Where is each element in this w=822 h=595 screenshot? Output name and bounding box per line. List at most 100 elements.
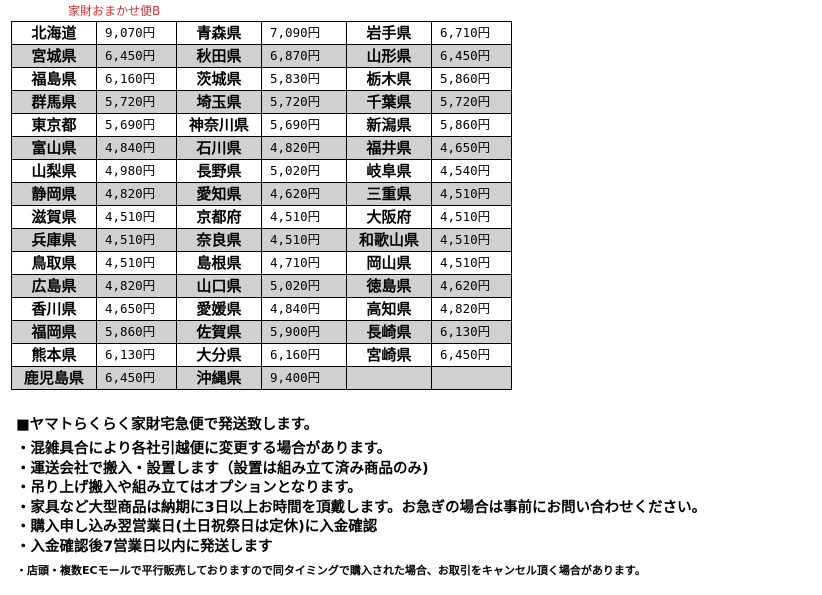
- prefecture-cell: 兵庫県: [11, 228, 97, 252]
- price-cell: 6,160円: [96, 67, 177, 91]
- prefecture-cell: 奈良県: [176, 228, 262, 252]
- prefecture-cell: 宮崎県: [346, 343, 432, 367]
- table-row: 群馬県 5,720円 埼玉県 5,720円 千葉県 5,720円: [11, 90, 512, 114]
- prefecture-cell: 神奈川県: [176, 113, 262, 137]
- price-cell: 5,900円: [261, 320, 347, 344]
- price-cell: 5,860円: [431, 113, 512, 137]
- prefecture-cell: 青森県: [176, 21, 262, 45]
- price-cell: 4,650円: [96, 297, 177, 321]
- table-row: 山梨県 4,980円 長野県 5,020円 岐阜県 4,540円: [11, 159, 512, 183]
- price-cell: 5,690円: [261, 113, 347, 137]
- prefecture-cell: 東京都: [11, 113, 97, 137]
- table-title: 家財おまかせ便B: [68, 4, 161, 18]
- note-line: ・運送会社で搬入・設置します（設置は組み立て済み商品のみ): [16, 460, 429, 477]
- price-cell: 5,020円: [261, 274, 347, 298]
- price-cell: 4,820円: [96, 182, 177, 206]
- price-cell: 6,870円: [261, 44, 347, 68]
- prefecture-cell: 三重県: [346, 182, 432, 206]
- table-row: 北海道 9,070円 青森県 7,090円 岩手県 6,710円: [11, 21, 512, 45]
- price-cell: 4,620円: [261, 182, 347, 206]
- prefecture-cell: 長野県: [176, 159, 262, 183]
- prefecture-cell: 北海道: [11, 21, 97, 45]
- prefecture-cell: 京都府: [176, 205, 262, 229]
- price-cell: 5,830円: [261, 67, 347, 91]
- price-cell: 4,510円: [431, 182, 512, 206]
- prefecture-cell: 大阪府: [346, 205, 432, 229]
- price-cell: 7,090円: [261, 21, 347, 45]
- prefecture-cell: 群馬県: [11, 90, 97, 114]
- prefecture-cell: 熊本県: [11, 343, 97, 367]
- shipping-notes: ■ヤマトらくらく家財宅急便で発送致します。 ・混雑具合により各社引越便に変更する…: [16, 416, 706, 578]
- price-cell: 5,020円: [261, 159, 347, 183]
- prefecture-cell: 宮城県: [11, 44, 97, 68]
- table-row: 鳥取県 4,510円 島根県 4,710円 岡山県 4,510円: [11, 251, 512, 275]
- prefecture-cell: 鳥取県: [11, 251, 97, 275]
- prefecture-cell: 山口県: [176, 274, 262, 298]
- price-cell: 6,710円: [431, 21, 512, 45]
- prefecture-cell: 愛媛県: [176, 297, 262, 321]
- price-cell: 4,540円: [431, 159, 512, 183]
- price-cell: 9,070円: [96, 21, 177, 45]
- table-row: 福島県 6,160円 茨城県 5,830円 栃木県 5,860円: [11, 67, 512, 91]
- prefecture-cell: [346, 366, 432, 390]
- prefecture-cell: 高知県: [346, 297, 432, 321]
- price-cell: 4,620円: [431, 274, 512, 298]
- prefecture-cell: 埼玉県: [176, 90, 262, 114]
- prefecture-cell: 茨城県: [176, 67, 262, 91]
- price-cell: 4,820円: [431, 297, 512, 321]
- price-cell: [431, 366, 512, 390]
- prefecture-cell: 山梨県: [11, 159, 97, 183]
- table-row: 静岡県 4,820円 愛知県 4,620円 三重県 4,510円: [11, 182, 512, 206]
- prefecture-cell: 秋田県: [176, 44, 262, 68]
- notes-footnote: ・店頭・複数ECモールで平行販売しておりますので同タイミングで購入された場合、お…: [16, 564, 646, 577]
- price-cell: 6,450円: [431, 343, 512, 367]
- price-cell: 5,720円: [431, 90, 512, 114]
- prefecture-cell: 徳島県: [346, 274, 432, 298]
- price-cell: 4,820円: [96, 274, 177, 298]
- price-cell: 6,130円: [96, 343, 177, 367]
- note-line: ・吊り上げ搬入や組み立てはオプションとなります。: [16, 480, 362, 496]
- table-row: 富山県 4,840円 石川県 4,820円 福井県 4,650円: [11, 136, 512, 160]
- note-line: ・入金確認後7営業日以内に発送します: [16, 538, 273, 555]
- notes-heading: ■ヤマトらくらく家財宅急便で発送致します。: [16, 417, 319, 433]
- table-row: 滋賀県 4,510円 京都府 4,510円 大阪府 4,510円: [11, 205, 512, 229]
- price-cell: 4,510円: [261, 205, 347, 229]
- prefecture-cell: 愛知県: [176, 182, 262, 206]
- price-cell: 4,510円: [261, 228, 347, 252]
- price-cell: 4,840円: [96, 136, 177, 160]
- prefecture-cell: 鹿児島県: [11, 366, 97, 390]
- price-cell: 5,860円: [96, 320, 177, 344]
- price-cell: 4,840円: [261, 297, 347, 321]
- prefecture-cell: 福井県: [346, 136, 432, 160]
- price-cell: 5,690円: [96, 113, 177, 137]
- table-row: 熊本県 6,130円 大分県 6,160円 宮崎県 6,450円: [11, 343, 512, 367]
- prefecture-cell: 長崎県: [346, 320, 432, 344]
- table-row: 鹿児島県 6,450円 沖縄県 9,400円: [11, 366, 512, 390]
- prefecture-cell: 香川県: [11, 297, 97, 321]
- price-cell: 4,510円: [96, 205, 177, 229]
- note-line: ・混雑具合により各社引越便に変更する場合があります。: [16, 441, 392, 457]
- table-row: 兵庫県 4,510円 奈良県 4,510円 和歌山県 4,510円: [11, 228, 512, 252]
- price-cell: 4,510円: [96, 228, 177, 252]
- price-cell: 6,130円: [431, 320, 512, 344]
- prefecture-cell: 岡山県: [346, 251, 432, 275]
- shipping-rate-table: 北海道 9,070円 青森県 7,090円 岩手県 6,710円 宮城県 6,450円 秋田県 6…: [11, 21, 512, 390]
- price-cell: 4,510円: [431, 228, 512, 252]
- price-cell: 6,450円: [96, 366, 177, 390]
- price-cell: 4,710円: [261, 251, 347, 275]
- prefecture-cell: 新潟県: [346, 113, 432, 137]
- prefecture-cell: 広島県: [11, 274, 97, 298]
- price-cell: 4,980円: [96, 159, 177, 183]
- price-cell: 4,510円: [431, 251, 512, 275]
- note-line: ・購入申し込み翌営業日(土日祝祭日は定休)に入金確認: [16, 519, 378, 535]
- prefecture-cell: 岩手県: [346, 21, 432, 45]
- price-cell: 4,510円: [96, 251, 177, 275]
- table-row: 宮城県 6,450円 秋田県 6,870円 山形県 6,450円: [11, 44, 512, 68]
- prefecture-cell: 島根県: [176, 251, 262, 275]
- price-cell: 4,510円: [431, 205, 512, 229]
- table-row: 香川県 4,650円 愛媛県 4,840円 高知県 4,820円: [11, 297, 512, 321]
- price-cell: 6,450円: [96, 44, 177, 68]
- table-row: 広島県 4,820円 山口県 5,020円 徳島県 4,620円: [11, 274, 512, 298]
- price-cell: 4,820円: [261, 136, 347, 160]
- prefecture-cell: 福島県: [11, 67, 97, 91]
